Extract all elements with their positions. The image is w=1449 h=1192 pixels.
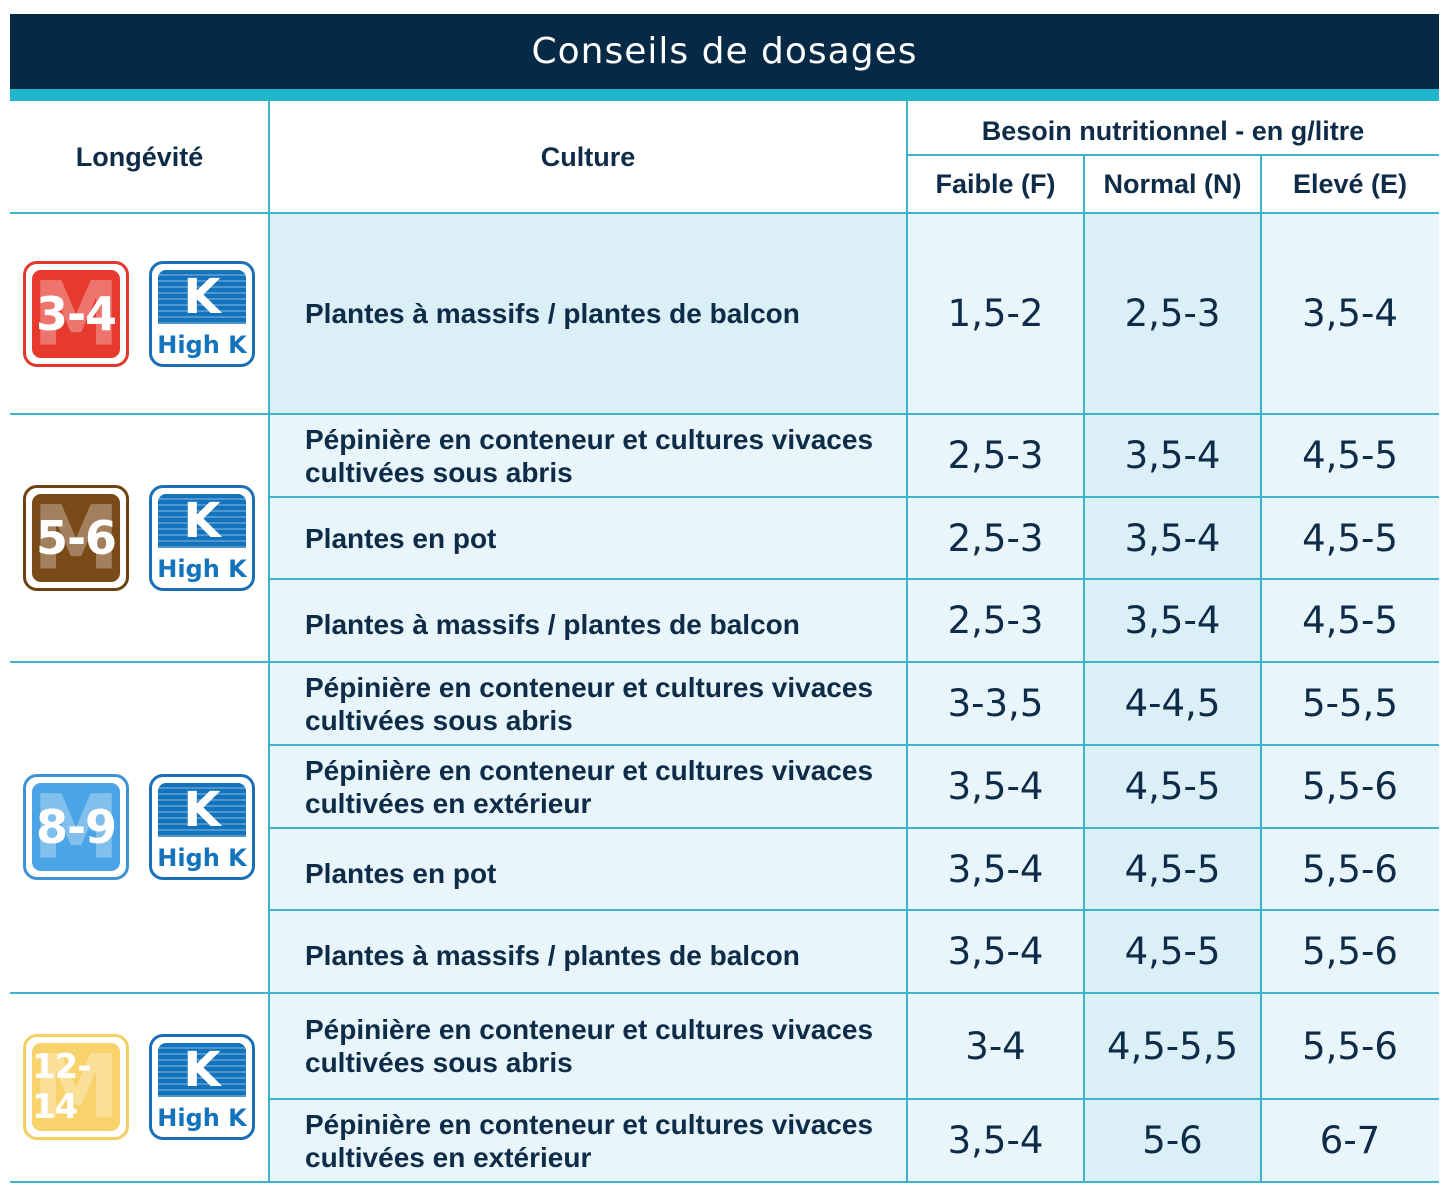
value-faible: 2,5-3 <box>907 497 1084 579</box>
grid-line <box>269 744 1439 746</box>
longevity-badge: M 12-14 <box>23 1034 129 1140</box>
value-eleve: 4,5-5 <box>1261 414 1439 497</box>
culture-cell: Pépinière en conteneur et cultures vivac… <box>269 662 907 745</box>
longevity-badge: M 3-4 <box>23 261 129 367</box>
grid-line <box>269 578 1439 580</box>
culture-cell: Pépinière en conteneur et cultures vivac… <box>269 745 907 828</box>
header-normal: Normal (N) <box>1084 155 1261 213</box>
k-icon: K <box>183 494 221 548</box>
value-eleve: 4,5-5 <box>1261 579 1439 662</box>
culture-cell: Plantes à massifs / plantes de balcon <box>269 579 907 662</box>
grid-line <box>269 1098 1439 1100</box>
value-eleve: 5,5-6 <box>1261 745 1439 828</box>
value-normal: 3,5-4 <box>1084 414 1261 497</box>
grid-line <box>10 1181 1439 1183</box>
high-k-label: High K <box>157 331 247 359</box>
header-culture: Culture <box>269 101 907 213</box>
longevity-value: 3-4 <box>35 287 117 341</box>
value-faible: 1,5-2 <box>907 213 1084 414</box>
value-faible: 3,5-4 <box>907 910 1084 993</box>
k-icon: K <box>183 270 221 324</box>
grid-line <box>10 992 1439 994</box>
value-eleve: 3,5-4 <box>1261 213 1439 414</box>
title-accent-stripe <box>10 89 1439 101</box>
longevity-value: 12-14 <box>32 1047 91 1127</box>
grid-line <box>269 827 1439 829</box>
grid-line <box>10 661 1439 663</box>
grid-line <box>269 496 1439 498</box>
m-logo-icon: M <box>32 1043 120 1131</box>
longevity-badge: M 8-9 <box>23 774 129 880</box>
culture-cell: Plantes en pot <box>269 828 907 910</box>
value-faible: 2,5-3 <box>907 579 1084 662</box>
culture-cell: Plantes en pot <box>269 497 907 579</box>
value-faible: 2,5-3 <box>907 414 1084 497</box>
high-k-badge: K High K <box>149 1034 255 1140</box>
grid-line <box>1260 155 1262 1182</box>
culture-cell: Plantes à massifs / plantes de balcon <box>269 213 907 414</box>
grid-line <box>269 909 1439 911</box>
value-faible: 3,5-4 <box>907 1099 1084 1182</box>
page-title: Conseils de dosages <box>10 14 1439 89</box>
value-eleve: 5,5-6 <box>1261 993 1439 1099</box>
header-eleve: Elevé (E) <box>1261 155 1439 213</box>
value-normal: 4,5-5 <box>1084 910 1261 993</box>
value-eleve: 4,5-5 <box>1261 497 1439 579</box>
culture-cell: Pépinière en conteneur et cultures vivac… <box>269 414 907 497</box>
culture-cell: Pépinière en conteneur et cultures vivac… <box>269 993 907 1099</box>
culture-cell: Plantes à massifs / plantes de balcon <box>269 910 907 993</box>
high-k-badge: K High K <box>149 485 255 591</box>
value-normal: 5-6 <box>1084 1099 1261 1182</box>
longevity-badge: M 5-6 <box>23 485 129 591</box>
value-normal: 3,5-4 <box>1084 579 1261 662</box>
grid-line <box>907 154 1439 156</box>
value-faible: 3,5-4 <box>907 828 1084 910</box>
value-faible: 3-3,5 <box>907 662 1084 745</box>
grid-line <box>906 101 908 1182</box>
culture-cell: Pépinière en conteneur et cultures vivac… <box>269 1099 907 1182</box>
value-faible: 3-4 <box>907 993 1084 1099</box>
value-eleve: 5,5-6 <box>1261 828 1439 910</box>
value-normal: 3,5-4 <box>1084 497 1261 579</box>
k-icon: K <box>183 783 221 837</box>
m-logo-icon: M <box>32 270 120 358</box>
value-eleve: 6-7 <box>1261 1099 1439 1182</box>
grid-line <box>10 413 1439 415</box>
value-normal: 4,5-5 <box>1084 828 1261 910</box>
k-icon: K <box>183 1043 221 1097</box>
high-k-label: High K <box>157 1104 247 1132</box>
high-k-badge: K High K <box>149 774 255 880</box>
high-k-label: High K <box>157 555 247 583</box>
m-logo-icon: M <box>32 494 120 582</box>
value-eleve: 5,5-6 <box>1261 910 1439 993</box>
longevity-value: 8-9 <box>35 800 117 854</box>
header-besoin: Besoin nutritionnel - en g/litre <box>907 101 1439 155</box>
high-k-label: High K <box>157 844 247 872</box>
header-longevite: Longévité <box>10 101 269 213</box>
grid-line <box>1083 155 1085 1182</box>
longevity-value: 5-6 <box>35 511 117 565</box>
value-normal: 4,5-5,5 <box>1084 993 1261 1099</box>
value-normal: 4,5-5 <box>1084 745 1261 828</box>
grid-line <box>268 101 270 1182</box>
value-normal: 4-4,5 <box>1084 662 1261 745</box>
high-k-badge: K High K <box>149 261 255 367</box>
m-logo-icon: M <box>32 783 120 871</box>
grid-line <box>10 212 1439 214</box>
header-faible: Faible (F) <box>907 155 1084 213</box>
value-eleve: 5-5,5 <box>1261 662 1439 745</box>
value-faible: 3,5-4 <box>907 745 1084 828</box>
value-normal: 2,5-3 <box>1084 213 1261 414</box>
